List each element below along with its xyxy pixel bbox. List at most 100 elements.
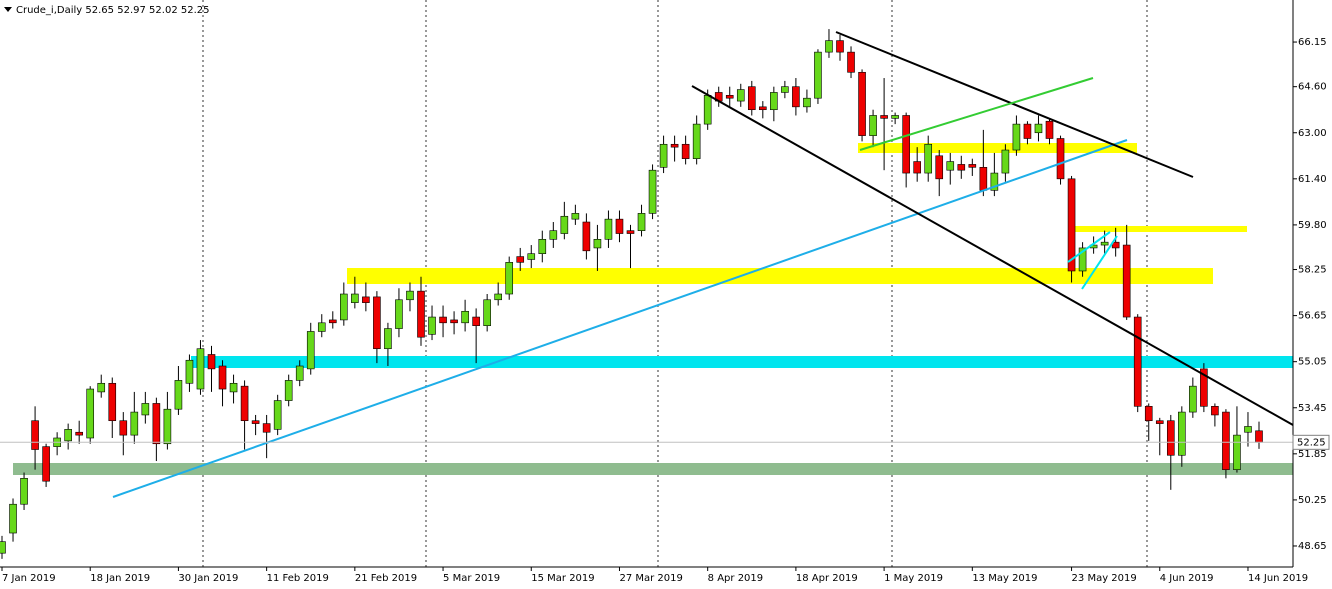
flag-line (1081, 235, 1118, 290)
candle-body (97, 382, 106, 393)
candle-body (902, 115, 910, 174)
candle-body (240, 385, 249, 422)
candle-body (759, 106, 767, 111)
candle-body (483, 299, 491, 326)
candle-body (20, 478, 28, 505)
candle-body (417, 290, 425, 338)
candle-body (935, 155, 944, 180)
candle-body (384, 328, 392, 350)
candle-body (229, 382, 238, 393)
candle-body (803, 97, 811, 108)
candle-body (582, 221, 591, 252)
candle-body (1023, 123, 1032, 139)
y-tick-label: 53.45 (1298, 403, 1327, 414)
candle-body (1222, 411, 1230, 470)
candle-body (1233, 434, 1241, 470)
candle-body (494, 293, 502, 301)
candle-body (141, 403, 150, 416)
candle-body (1189, 385, 1197, 413)
y-tick-label: 55.05 (1298, 357, 1327, 368)
candle-body (1122, 244, 1131, 318)
menu-arrow[interactable] (4, 7, 12, 12)
trend-line (835, 31, 1194, 178)
candle-body (725, 95, 734, 99)
candle-body (648, 169, 657, 214)
candle-body (781, 86, 789, 93)
candle-body (196, 348, 205, 390)
candle-body (703, 95, 712, 125)
candle-body (957, 164, 966, 171)
candle-body (527, 253, 536, 260)
candle-body (251, 420, 260, 424)
candle-body (64, 429, 72, 442)
price-label: 52.25 (1297, 437, 1326, 448)
y-tick-label: 63.00 (1298, 128, 1327, 139)
candle-body (317, 322, 326, 332)
candle-body (439, 316, 447, 324)
candle-body (637, 213, 646, 231)
candle-body (1133, 316, 1142, 407)
candle-body (1067, 178, 1076, 272)
candle-body (262, 423, 271, 433)
candle-body (1255, 430, 1263, 443)
candle-body (1166, 420, 1175, 456)
candle-body (75, 431, 83, 436)
candle-body (538, 238, 547, 254)
candle-body (1056, 138, 1065, 180)
candle-body (736, 89, 745, 102)
y-tick-label: 50.25 (1298, 495, 1327, 506)
candle-body (1244, 426, 1252, 433)
y-tick-label: 64.60 (1298, 82, 1327, 93)
x-tick-label: 14 Jun 2019 (1248, 573, 1308, 584)
high-value: 52.97 (117, 5, 146, 16)
candle-body (692, 123, 701, 159)
resistance-zone (191, 356, 1293, 368)
candle-body (1155, 420, 1164, 424)
candle-body (626, 230, 635, 234)
candle-body (505, 262, 514, 295)
price-label-box (1292, 434, 1330, 450)
candle-body (747, 86, 756, 111)
candle-body (1200, 368, 1208, 407)
candle-body (174, 380, 183, 410)
candle-body (207, 354, 216, 370)
x-tick-label: 18 Jan 2019 (90, 573, 150, 584)
x-tick-label: 7 Jan 2019 (2, 573, 56, 584)
candle-body (185, 359, 194, 384)
candle-body (130, 411, 139, 436)
resistance-zone (347, 268, 1213, 284)
low-value: 52.02 (149, 5, 178, 16)
candle-body (604, 218, 613, 240)
candle-body (328, 319, 337, 324)
candle-body (351, 293, 359, 303)
candle-body (461, 310, 469, 324)
candle-body (42, 446, 50, 482)
candle-body (450, 319, 458, 324)
candle-body (549, 230, 558, 240)
candle-body (1078, 247, 1087, 272)
candle-body (31, 420, 39, 450)
y-tick-label: 61.40 (1298, 174, 1327, 185)
candle-body (681, 143, 690, 159)
x-tick-label: 18 Apr 2019 (796, 573, 858, 584)
candle-body (428, 316, 436, 335)
resistance-zone (1073, 226, 1247, 232)
candle-body (1178, 411, 1186, 456)
chart-header: Crude_i,Daily 52.65 52.97 52.02 52.25 (16, 5, 210, 16)
x-tick-label: 30 Jan 2019 (178, 573, 238, 584)
candle-body (108, 382, 117, 422)
candle-body (825, 40, 833, 53)
candle-body (152, 403, 161, 445)
candle-body (891, 115, 899, 119)
candle-body (770, 92, 778, 111)
candle-body (1012, 123, 1021, 151)
x-tick-label: 11 Feb 2019 (267, 573, 329, 584)
chart-title: Crude_i,Daily (16, 5, 82, 16)
x-tick-label: 1 May 2019 (884, 573, 943, 584)
candle-body (560, 215, 569, 234)
x-tick-label: 15 Mar 2019 (531, 573, 594, 584)
candle-body (472, 316, 480, 326)
candle-body (924, 143, 933, 174)
candle-body (990, 172, 999, 191)
